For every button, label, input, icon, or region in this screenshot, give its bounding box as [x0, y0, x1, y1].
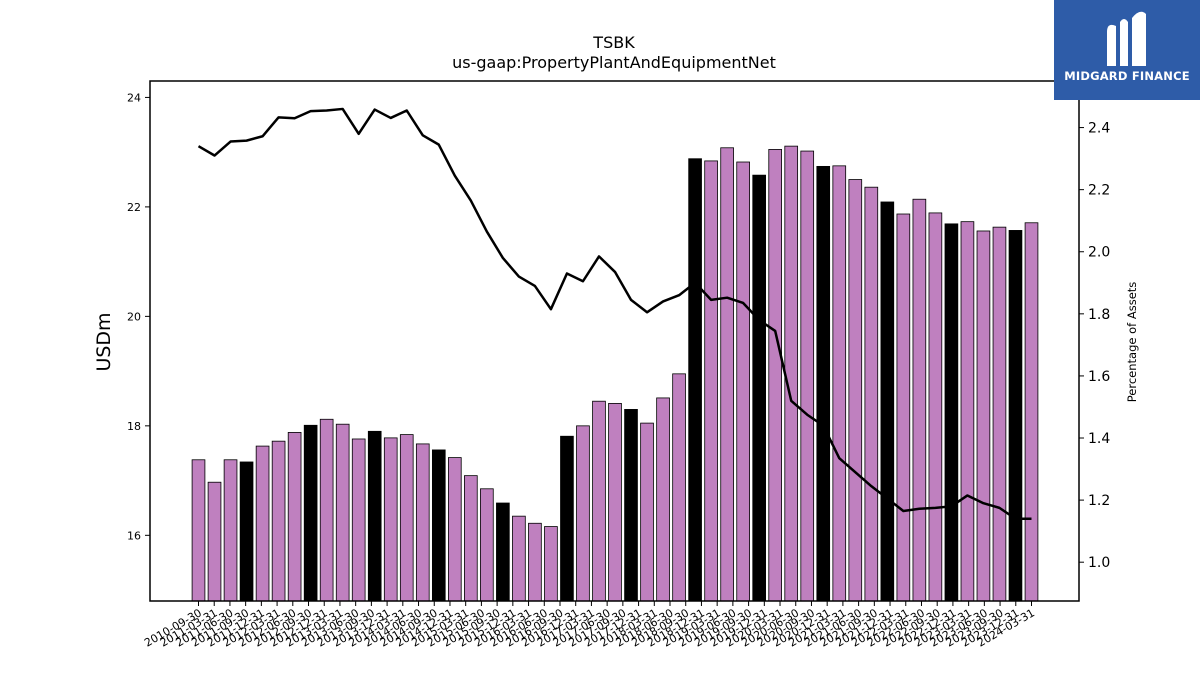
y-axis-label: USDm: [93, 312, 115, 371]
bar-34: [720, 147, 734, 602]
brand-mark-icon: [1107, 11, 1146, 66]
y2-tick-label: 1.4: [1088, 431, 1110, 447]
y2-tick-label: 2.0: [1088, 245, 1110, 261]
y2-tick-label: 2.4: [1088, 121, 1110, 137]
bar-23: [544, 526, 558, 602]
bar-44: [880, 201, 895, 602]
x-axis: 2010-09-302011-03-312011-06-302011-09-30…: [142, 601, 1037, 650]
bar-41: [832, 165, 847, 602]
bar-53: [1024, 222, 1039, 602]
bar-38: [784, 145, 799, 602]
bar-43: [864, 186, 879, 602]
y-tick-label: 24: [127, 91, 141, 104]
bar-31: [672, 373, 686, 602]
bar-3: [223, 459, 238, 602]
bar-46: [912, 198, 927, 602]
bar-48: [944, 223, 959, 602]
bar-32: [688, 158, 702, 602]
bar-20: [496, 502, 510, 602]
bar-2: [207, 481, 222, 602]
bar-6: [271, 440, 286, 602]
bar-37: [768, 149, 783, 602]
y-axis-right: 1.0 1.2 1.4 1.6 1.8 2.0 2.2 2.4: [1079, 121, 1110, 571]
bar-17: [447, 457, 462, 602]
bar-10: [335, 423, 350, 602]
bar-16: [431, 449, 446, 602]
bar-5: [255, 445, 270, 602]
y2-axis-label: Percentage of Assets: [1125, 282, 1139, 403]
y2-tick-label: 1.6: [1088, 369, 1110, 385]
y-tick-label: 22: [127, 201, 141, 214]
bar-19: [480, 488, 494, 602]
bar-39: [800, 150, 815, 602]
bar-33: [704, 160, 718, 602]
bar-4: [239, 461, 254, 602]
bar-30: [656, 397, 670, 602]
bar-29: [640, 422, 654, 602]
bar-26: [592, 400, 606, 602]
bar-52: [1008, 230, 1023, 602]
bar-18: [464, 475, 478, 602]
pct-assets-line: [197, 107, 1032, 520]
brand-name: MIDGARD FINANCE: [1064, 69, 1190, 83]
bar-35: [736, 161, 750, 602]
y-tick-label: 16: [127, 529, 141, 542]
bar-47: [928, 212, 943, 602]
y2-tick-label: 1.0: [1088, 555, 1110, 571]
bar-1: [191, 459, 206, 602]
bar-7: [287, 432, 302, 602]
bar-50: [976, 230, 991, 602]
bar-15: [415, 443, 430, 602]
bar-13: [383, 437, 398, 602]
bar-27: [608, 402, 622, 602]
bar-8: [303, 424, 318, 602]
bar-22: [528, 522, 542, 602]
bar-14: [399, 434, 414, 602]
plot-frame: [149, 80, 1080, 602]
bar-40: [816, 165, 831, 602]
y-tick-label: 18: [127, 420, 141, 433]
bar-42: [848, 179, 863, 602]
bar-28: [624, 409, 638, 602]
chart-title: TSBK: [592, 33, 635, 52]
brand-logo: MIDGARD FINANCE: [1054, 0, 1200, 100]
y2-tick-label: 2.2: [1088, 183, 1110, 199]
bar-49: [960, 221, 975, 602]
bar-11: [351, 438, 366, 602]
bar-group: [191, 145, 1039, 602]
bar-9: [319, 418, 334, 602]
bar-12: [367, 430, 382, 602]
bar-24: [560, 435, 574, 602]
bar-51: [992, 226, 1007, 602]
y-tick-label: 20: [127, 310, 141, 323]
bar-25: [576, 425, 590, 602]
bar-21: [512, 515, 526, 602]
line-group: [197, 107, 1032, 520]
y-axis-left: 16 18 20 22 24: [127, 91, 150, 542]
y2-tick-label: 1.2: [1088, 493, 1110, 509]
chart-subtitle: us-gaap:PropertyPlantAndEquipmentNet: [452, 53, 776, 72]
y2-tick-label: 1.8: [1088, 307, 1110, 323]
bar-36: [752, 174, 766, 602]
bar-45: [896, 213, 911, 602]
